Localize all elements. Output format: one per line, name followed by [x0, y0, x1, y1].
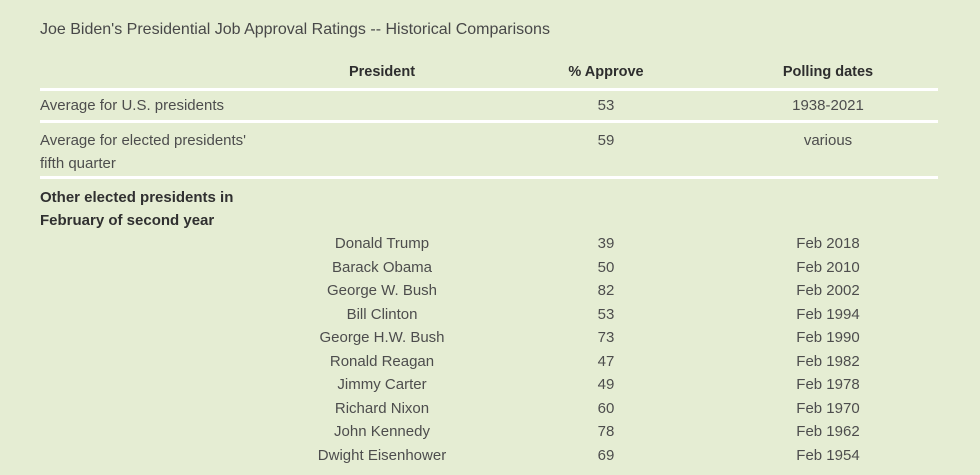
table-row: Average for elected presidents' fifth qu…	[40, 123, 938, 179]
president-cell: Bill Clinton	[346, 305, 418, 323]
table-row: George W. Bush 82 Feb 2002	[40, 279, 938, 303]
dates-cell: Feb 1962	[796, 423, 860, 441]
row-label: Average for U.S. presidents	[40, 97, 224, 114]
president-cell: Barack Obama	[331, 258, 433, 276]
dates-cell: various	[803, 132, 853, 149]
president-cell: Donald Trump	[334, 235, 430, 253]
table-group-header-row: Other elected presidents in February of …	[40, 179, 938, 232]
approve-cell: 78	[597, 423, 615, 441]
header-president: President	[348, 64, 416, 80]
table-row: Donald Trump 39 Feb 2018	[40, 232, 938, 256]
dates-cell: Feb 1994	[796, 305, 860, 323]
approve-cell: 53	[597, 97, 615, 114]
approve-cell: 50	[597, 258, 615, 276]
president-cell: Richard Nixon	[334, 399, 430, 417]
approve-cell: 53	[597, 305, 615, 323]
table-row: Barack Obama 50 Feb 2010	[40, 256, 938, 280]
dates-cell: Feb 1978	[796, 376, 860, 394]
approve-cell: 59	[597, 132, 615, 149]
approve-cell: 73	[597, 329, 615, 347]
dates-cell: Feb 2002	[796, 282, 860, 300]
table-row: John Kennedy 78 Feb 1962	[40, 420, 938, 444]
president-cell: Jimmy Carter	[337, 376, 427, 394]
president-cell: Ronald Reagan	[329, 352, 435, 370]
page-title: Joe Biden's Presidential Job Approval Ra…	[40, 21, 550, 38]
approve-cell: 47	[597, 352, 615, 370]
dates-cell: Feb 1954	[796, 446, 860, 464]
row-label: Average for elected presidents' fifth qu…	[40, 132, 247, 172]
table-row: Bill Clinton 53 Feb 1994	[40, 303, 938, 327]
dates-cell: Feb 1970	[796, 399, 860, 417]
president-cell: George W. Bush	[326, 282, 438, 300]
president-cell: John Kennedy	[334, 423, 430, 441]
approval-table: President % Approve Polling dates Averag…	[40, 40, 938, 467]
dates-cell: Feb 2018	[796, 235, 860, 253]
dates-cell: Feb 1982	[796, 352, 860, 370]
approve-cell: 60	[597, 399, 615, 417]
approve-cell: 82	[597, 282, 615, 300]
approve-cell: 49	[597, 376, 615, 394]
dates-cell: Feb 2010	[796, 258, 860, 276]
approve-cell: 69	[597, 446, 615, 464]
table-row: Ronald Reagan 47 Feb 1982	[40, 350, 938, 374]
table-row: Jimmy Carter 49 Feb 1978	[40, 373, 938, 397]
header-approve: % Approve	[568, 64, 644, 80]
table-row: George H.W. Bush 73 Feb 1990	[40, 326, 938, 350]
table-header-row: President % Approve Polling dates	[40, 40, 938, 91]
dates-cell: Feb 1990	[796, 329, 860, 347]
table-row: Dwight Eisenhower 69 Feb 1954	[40, 444, 938, 468]
president-cell: Dwight Eisenhower	[317, 446, 447, 464]
approve-cell: 39	[597, 235, 615, 253]
table-row: Richard Nixon 60 Feb 1970	[40, 397, 938, 421]
table-row: Average for U.S. presidents 53 1938-2021	[40, 91, 938, 123]
dates-cell: 1938-2021	[792, 97, 864, 114]
header-polling-dates: Polling dates	[782, 64, 874, 80]
group-header-label: Other elected presidents in February of …	[40, 189, 234, 229]
president-cell: George H.W. Bush	[319, 329, 445, 347]
